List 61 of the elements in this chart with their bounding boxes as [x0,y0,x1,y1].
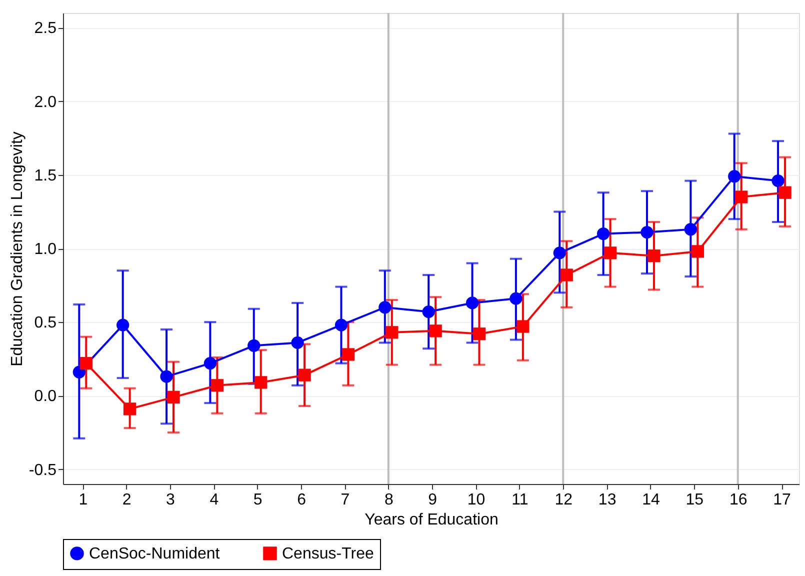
point [466,296,479,310]
x-tick-label: 4 [210,492,219,508]
point [298,368,311,382]
x-tick-label: 10 [467,492,486,508]
x-tick-label: 16 [729,492,748,508]
x-tick-label: 14 [642,492,660,508]
x-tick-label: 12 [554,492,573,508]
x-tick-label: 1 [78,492,88,508]
x-tick-label: 11 [512,492,528,508]
x-tick-label: 7 [340,492,350,508]
point [116,318,130,332]
point [648,250,660,262]
y-tick-label: 1.5 [34,167,57,184]
point [334,318,348,332]
y-tick-label: -0.5 [28,462,57,479]
point [684,223,697,236]
x-axis-title: Years of Education [364,512,498,528]
x-tick-label: 5 [253,492,262,508]
y-tick-label: 0.0 [34,388,57,406]
y-tick-label: 0.5 [34,314,57,332]
point [640,226,654,239]
point [560,268,573,282]
point [124,402,136,416]
point [160,370,173,383]
y-tick-label: 1.0 [34,241,57,258]
legend-label: CenSoc-Numident [89,545,220,562]
point [291,336,304,350]
point [254,376,268,389]
x-tick-label: 15 [686,492,704,508]
point [691,245,704,258]
point [472,328,486,340]
point [204,356,217,370]
point [378,301,392,314]
point [735,190,748,204]
point [728,170,741,183]
point [80,356,92,370]
x-tick-label: 9 [428,492,438,508]
y-axis-title: Education Gradients in Longevity [8,132,26,366]
point [516,320,530,333]
legend-label: Census-Tree [282,545,374,562]
point [553,246,566,260]
point [778,186,792,199]
y-tick-label: 2.5 [34,20,57,38]
x-tick-label: 2 [122,492,132,508]
x-tick-label: 8 [384,492,394,508]
point [596,227,610,240]
x-tick-label: 6 [297,492,306,508]
point [772,174,784,188]
x-tick-label: 3 [166,492,176,508]
point [210,379,224,392]
y-tick-label: 2.0 [34,94,57,111]
x-tick-label: 13 [598,492,616,508]
point [429,324,442,338]
point [386,326,398,339]
point [167,390,180,404]
x-tick-label: 17 [773,492,792,508]
point [510,292,522,305]
point [422,305,435,318]
point [248,339,260,352]
point [604,246,617,260]
point [342,348,355,361]
